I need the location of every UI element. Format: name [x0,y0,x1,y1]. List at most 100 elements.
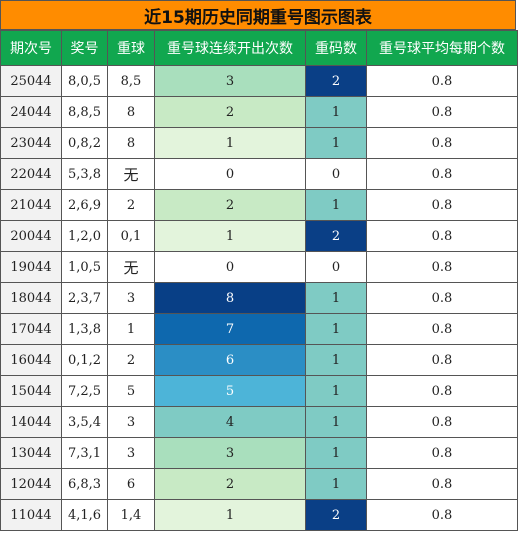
table-row: 23044 0,8,2 8 1 1 0.8 [0,127,518,159]
repeat-cell: 2 [107,189,155,221]
repeat-cell: 1,4 [107,499,155,531]
run-cell: 7 [154,313,306,345]
run-cell: 1 [154,220,306,252]
issue-cell: 17044 [0,313,62,345]
run-cell: 6 [154,344,306,376]
count-cell: 1 [305,437,367,469]
table-row: 20044 1,2,0 0,1 1 2 0.8 [0,220,518,252]
run-cell: 0 [154,158,306,190]
avg-cell: 0.8 [366,406,518,438]
run-cell: 2 [154,96,306,128]
issue-cell: 14044 [0,406,62,438]
run-cell: 3 [154,65,306,97]
header-avg: 重号球平均每期个数 [366,30,518,66]
issue-cell: 21044 [0,189,62,221]
avg-cell: 0.8 [366,468,518,500]
avg-cell: 0.8 [366,220,518,252]
count-cell: 1 [305,468,367,500]
number-cell: 8,8,5 [61,96,108,128]
repeat-cell: 3 [107,282,155,314]
repeat-cell: 无 [107,158,155,190]
table-row: 25044 8,0,5 8,5 3 2 0.8 [0,65,518,97]
header-repeat: 重球 [107,30,155,66]
table-row: 11044 4,1,6 1,4 1 2 0.8 [0,499,518,531]
number-cell: 2,3,7 [61,282,108,314]
table-row: 18044 2,3,7 3 8 1 0.8 [0,282,518,314]
run-cell: 2 [154,189,306,221]
chart-title: 近15期历史同期重号图示图表 [0,0,516,30]
count-cell: 1 [305,313,367,345]
count-cell: 1 [305,189,367,221]
count-cell: 1 [305,96,367,128]
count-cell: 0 [305,158,367,190]
run-cell: 0 [154,251,306,283]
count-cell: 0 [305,251,367,283]
repeat-cell: 5 [107,375,155,407]
history-table: 期次号 奖号 重球 重号球连续开出次数 重码数 重号球平均每期个数 25044 8… [0,30,518,531]
number-cell: 8,0,5 [61,65,108,97]
repeat-cell: 无 [107,251,155,283]
repeat-cell: 8 [107,96,155,128]
number-cell: 4,1,6 [61,499,108,531]
number-cell: 1,0,5 [61,251,108,283]
run-cell: 1 [154,127,306,159]
issue-cell: 15044 [0,375,62,407]
repeat-cell: 2 [107,344,155,376]
table-row: 16044 0,1,2 2 6 1 0.8 [0,344,518,376]
issue-cell: 11044 [0,499,62,531]
avg-cell: 0.8 [366,96,518,128]
header-count: 重码数 [305,30,367,66]
avg-cell: 0.8 [366,127,518,159]
table-row: 12044 6,8,3 6 2 1 0.8 [0,468,518,500]
run-cell: 8 [154,282,306,314]
count-cell: 2 [305,220,367,252]
number-cell: 3,5,4 [61,406,108,438]
run-cell: 2 [154,468,306,500]
run-cell: 1 [154,499,306,531]
avg-cell: 0.8 [366,375,518,407]
issue-cell: 24044 [0,96,62,128]
issue-cell: 23044 [0,127,62,159]
number-cell: 7,3,1 [61,437,108,469]
avg-cell: 0.8 [366,313,518,345]
count-cell: 1 [305,344,367,376]
avg-cell: 0.8 [366,499,518,531]
run-cell: 5 [154,375,306,407]
number-cell: 6,8,3 [61,468,108,500]
number-cell: 0,1,2 [61,344,108,376]
issue-cell: 22044 [0,158,62,190]
repeat-cell: 1 [107,313,155,345]
header-row: 期次号 奖号 重球 重号球连续开出次数 重码数 重号球平均每期个数 [0,30,518,66]
avg-cell: 0.8 [366,189,518,221]
issue-cell: 25044 [0,65,62,97]
avg-cell: 0.8 [366,437,518,469]
issue-cell: 20044 [0,220,62,252]
repeat-cell: 6 [107,468,155,500]
table-row: 13044 7,3,1 3 3 1 0.8 [0,437,518,469]
avg-cell: 0.8 [366,251,518,283]
issue-cell: 13044 [0,437,62,469]
count-cell: 1 [305,375,367,407]
repeat-cell: 3 [107,437,155,469]
repeat-cell: 0,1 [107,220,155,252]
repeat-cell: 8 [107,127,155,159]
issue-cell: 19044 [0,251,62,283]
table-row: 22044 5,3,8 无 0 0 0.8 [0,158,518,190]
table-row: 19044 1,0,5 无 0 0 0.8 [0,251,518,283]
header-run: 重号球连续开出次数 [154,30,306,66]
count-cell: 1 [305,406,367,438]
avg-cell: 0.8 [366,158,518,190]
number-cell: 1,2,0 [61,220,108,252]
issue-cell: 12044 [0,468,62,500]
table-row: 24044 8,8,5 8 2 1 0.8 [0,96,518,128]
avg-cell: 0.8 [366,282,518,314]
table-row: 21044 2,6,9 2 2 1 0.8 [0,189,518,221]
number-cell: 0,8,2 [61,127,108,159]
avg-cell: 0.8 [366,344,518,376]
count-cell: 1 [305,127,367,159]
repeat-cell: 8,5 [107,65,155,97]
count-cell: 2 [305,499,367,531]
issue-cell: 18044 [0,282,62,314]
issue-cell: 16044 [0,344,62,376]
